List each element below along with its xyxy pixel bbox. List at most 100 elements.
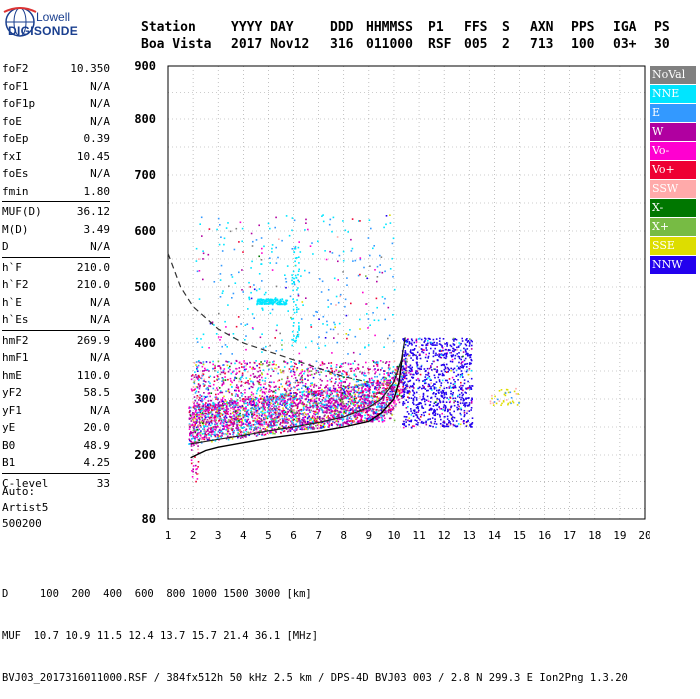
echo-point — [334, 383, 336, 385]
echo-point — [319, 408, 321, 410]
echo-point — [262, 364, 264, 366]
echo-point — [310, 410, 312, 412]
echo-point — [313, 377, 315, 379]
echo-point — [404, 391, 406, 393]
echo-point — [471, 407, 473, 409]
echo-point — [450, 397, 452, 399]
echo-point — [438, 406, 440, 408]
echo-point — [331, 377, 333, 379]
echo-point — [272, 413, 274, 415]
echo-point — [267, 416, 269, 418]
echo-point — [320, 384, 322, 386]
echo-point — [338, 387, 340, 389]
echo-point — [331, 370, 333, 372]
echo-point — [358, 364, 360, 366]
echo-point — [442, 380, 444, 382]
echo-point — [221, 408, 223, 410]
echo-point — [190, 407, 192, 409]
echo-point — [420, 358, 422, 360]
echo-point — [342, 418, 344, 420]
echo-point — [413, 387, 415, 389]
echo-point — [272, 410, 274, 412]
echo-point — [467, 341, 469, 343]
echo-point — [446, 345, 448, 347]
echo-point — [467, 348, 469, 350]
echo-point — [287, 422, 289, 424]
echo-point — [231, 428, 233, 430]
echo-point — [217, 371, 219, 373]
echo-point — [195, 409, 197, 411]
echo-point — [280, 422, 282, 424]
echo-point — [430, 401, 432, 403]
echo-point — [327, 421, 329, 423]
echo-point — [464, 392, 466, 394]
echo-point — [428, 356, 430, 358]
echo-point — [328, 362, 330, 364]
echo-point — [298, 414, 300, 416]
echo-point — [459, 397, 461, 399]
echo-point — [406, 361, 408, 363]
echo-point — [312, 405, 314, 407]
echo-point — [190, 441, 192, 443]
echo-point — [385, 404, 387, 406]
echo-point — [360, 404, 362, 406]
echo-point — [417, 364, 419, 366]
echo-point — [388, 394, 390, 396]
echo-point — [292, 402, 294, 404]
echo-point — [320, 425, 322, 427]
echo-point — [423, 407, 425, 409]
echo-point — [335, 378, 337, 380]
echo-point — [443, 406, 445, 408]
echo-point — [425, 345, 427, 347]
echo-point — [363, 384, 365, 386]
echo-point — [305, 386, 307, 388]
echo-point — [469, 345, 471, 347]
echo-point — [193, 428, 195, 430]
echo-point — [465, 388, 467, 390]
echo-point — [294, 374, 296, 376]
echo-point — [301, 364, 303, 366]
echo-point — [330, 365, 332, 367]
echo-point — [282, 422, 284, 424]
echo-point — [259, 375, 261, 377]
echo-point — [408, 424, 410, 426]
echo-point — [417, 411, 419, 413]
echo-point — [236, 368, 238, 370]
echo-point — [421, 344, 423, 346]
echo-point — [439, 381, 441, 383]
echo-point — [243, 432, 245, 434]
echo-point — [293, 387, 295, 389]
echo-point — [426, 360, 428, 362]
echo-point — [207, 413, 209, 415]
echo-point — [461, 374, 463, 376]
echo-point — [296, 393, 298, 395]
echo-point — [253, 417, 255, 419]
echo-point — [226, 417, 228, 419]
echo-point — [296, 369, 298, 371]
echo-point — [336, 364, 338, 366]
echo-point — [470, 409, 472, 411]
echo-point — [364, 373, 366, 375]
echo-point — [267, 373, 269, 375]
echo-point — [197, 429, 199, 431]
echo-point — [329, 395, 331, 397]
echo-point — [399, 394, 401, 396]
echo-point — [382, 393, 384, 395]
echo-point — [259, 408, 261, 410]
echo-point — [189, 443, 191, 445]
echo-point — [376, 411, 378, 413]
echo-point — [250, 396, 252, 398]
echo-point — [293, 419, 295, 421]
echo-point — [290, 390, 292, 392]
echo-point — [287, 378, 289, 380]
echo-point — [363, 379, 365, 381]
y-tick-label: 800 — [134, 112, 156, 126]
echo-point — [330, 394, 332, 396]
echo-point — [454, 368, 456, 370]
echo-point — [254, 399, 256, 401]
echo-point — [264, 414, 266, 416]
echo-point — [436, 354, 438, 356]
echo-point — [211, 410, 213, 412]
echo-point — [393, 384, 395, 386]
echo-point — [203, 385, 205, 387]
